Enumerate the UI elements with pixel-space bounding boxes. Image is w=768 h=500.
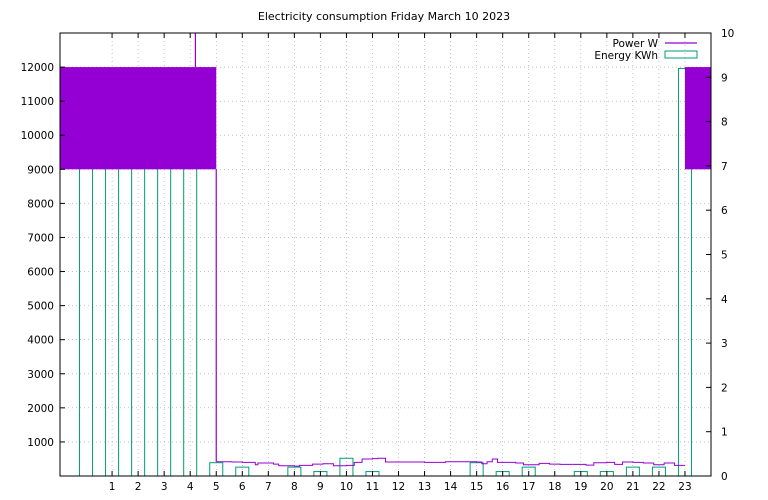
y-right-tick-label: 1 [721, 427, 728, 439]
x-tick-label: 8 [291, 481, 298, 493]
legend-label: Energy KWh [594, 50, 658, 62]
x-tick-label: 19 [574, 481, 587, 493]
power-line-path [216, 457, 685, 467]
x-tick-label: 3 [161, 481, 168, 493]
legend-swatch-energy [664, 50, 698, 59]
x-tick-label: 16 [496, 481, 510, 493]
x-tick-label: 4 [187, 481, 194, 493]
y-right-tick-label: 2 [721, 382, 728, 394]
y-left-tick-label: 3000 [27, 369, 54, 381]
y-left-tick-label: 2000 [27, 403, 54, 415]
y-right-tick-label: 10 [721, 28, 734, 40]
power-band [684, 67, 711, 170]
x-tick-label: 20 [600, 481, 613, 493]
x-tick-label: 10 [340, 481, 353, 493]
y-left-tick-label: 12000 [21, 62, 54, 74]
x-tick-label: 15 [470, 481, 483, 493]
chart-title: Electricity consumption Friday March 10 … [258, 10, 510, 23]
y-left-tick-label: 8000 [27, 198, 54, 210]
y-right-tick-label: 4 [721, 294, 728, 306]
legend-label: Power W [613, 38, 659, 50]
x-tick-label: 17 [522, 481, 535, 493]
y-right-tick-label: 6 [721, 205, 728, 217]
y-left-tick-label: 10000 [21, 130, 54, 142]
y-right-tick-label: 3 [721, 338, 728, 350]
x-tick-label: 21 [626, 481, 639, 493]
y-right-tick-label: 7 [721, 161, 728, 173]
x-tick-label: 18 [548, 481, 561, 493]
y-right-tick-label: 5 [721, 250, 728, 262]
x-tick-label: 12 [392, 481, 405, 493]
y-left-tick-label: 9000 [27, 164, 54, 176]
x-tick-label: 2 [135, 481, 142, 493]
y-right-tick-label: 0 [721, 471, 728, 483]
x-tick-label: 5 [213, 481, 220, 493]
axes: 1 2 3 4 5 6 7 8 9 10 11 12 13 14 15 16 17 18 19 20 21 22 23100… [21, 28, 735, 493]
x-tick-label: 7 [265, 481, 272, 493]
y-left-tick-label: 1000 [27, 437, 54, 449]
y-left-tick-label: 5000 [27, 301, 54, 313]
y-left-tick-label: 6000 [27, 267, 54, 279]
x-tick-label: 14 [444, 481, 458, 493]
power-band [60, 67, 217, 170]
y-right-tick-label: 8 [721, 117, 728, 129]
x-tick-label: 1 [109, 481, 116, 493]
x-tick-label: 13 [418, 481, 431, 493]
x-tick-label: 9 [317, 481, 324, 493]
y-left-tick-label: 7000 [27, 232, 54, 244]
y-left-tick-label: 4000 [27, 335, 54, 347]
x-tick-label: 23 [678, 481, 691, 493]
x-tick-label: 6 [239, 481, 246, 493]
x-tick-label: 22 [652, 481, 665, 493]
x-tick-label: 11 [366, 481, 379, 493]
power-line [60, 33, 711, 467]
y-left-tick-label: 11000 [21, 96, 54, 108]
y-right-tick-label: 9 [721, 72, 728, 84]
